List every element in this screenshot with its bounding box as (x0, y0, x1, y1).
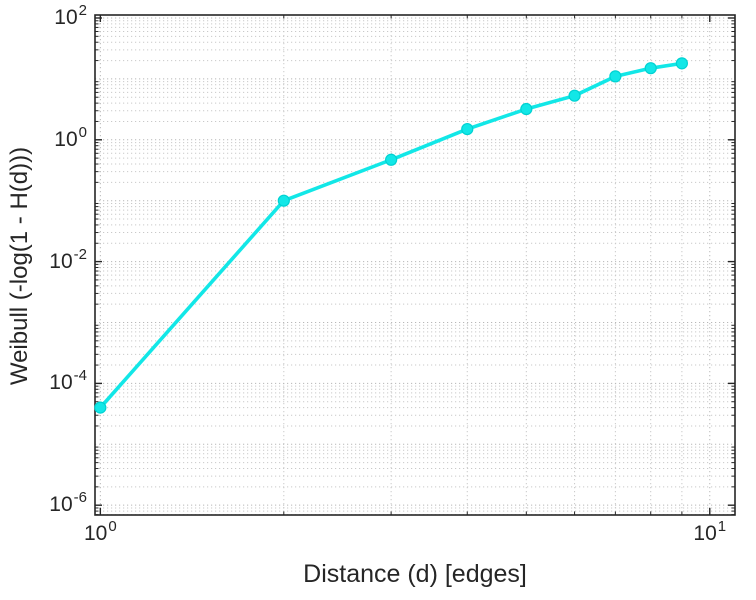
y-tick-label: 10-4 (6, 368, 87, 395)
tick-base: 10 (54, 5, 78, 29)
y-axis-label: Weibull (-log(1 - H(d))) (6, 146, 33, 386)
tick-exponent: 2 (78, 1, 87, 19)
axes-box (94, 14, 736, 516)
tick-exponent: -2 (73, 245, 87, 263)
data-point-marker (385, 153, 398, 166)
tick-base: 10 (49, 493, 73, 517)
data-point-marker (94, 401, 107, 414)
data-point-marker (644, 62, 657, 75)
y-tick-label: 10-2 (6, 247, 87, 273)
tick-base: 10 (49, 249, 73, 273)
tick-exponent: 0 (78, 123, 87, 141)
tick-base: 10 (49, 371, 73, 395)
tick-exponent: 1 (717, 518, 727, 535)
data-point-marker (609, 70, 622, 83)
data-point-marker (520, 102, 533, 116)
tick-exponent: 0 (108, 518, 117, 535)
x-axis-label: Distance (d) [edges] (303, 560, 527, 588)
data-point-marker (568, 89, 581, 102)
data-point-marker (461, 122, 474, 136)
tick-base: 10 (693, 522, 717, 545)
tick-base: 10 (83, 522, 108, 545)
tick-exponent: -6 (73, 489, 87, 507)
x-tick-label: 100 (60, 519, 140, 545)
data-point-marker (675, 57, 688, 70)
data-point-marker (277, 194, 290, 207)
y-tick-label: 102 (6, 3, 87, 29)
y-tick-label: 10-6 (6, 490, 87, 517)
tick-exponent: -4 (73, 367, 87, 385)
x-tick-label: 101 (670, 519, 750, 545)
tick-base: 10 (54, 127, 78, 151)
y-tick-label: 100 (6, 125, 87, 151)
